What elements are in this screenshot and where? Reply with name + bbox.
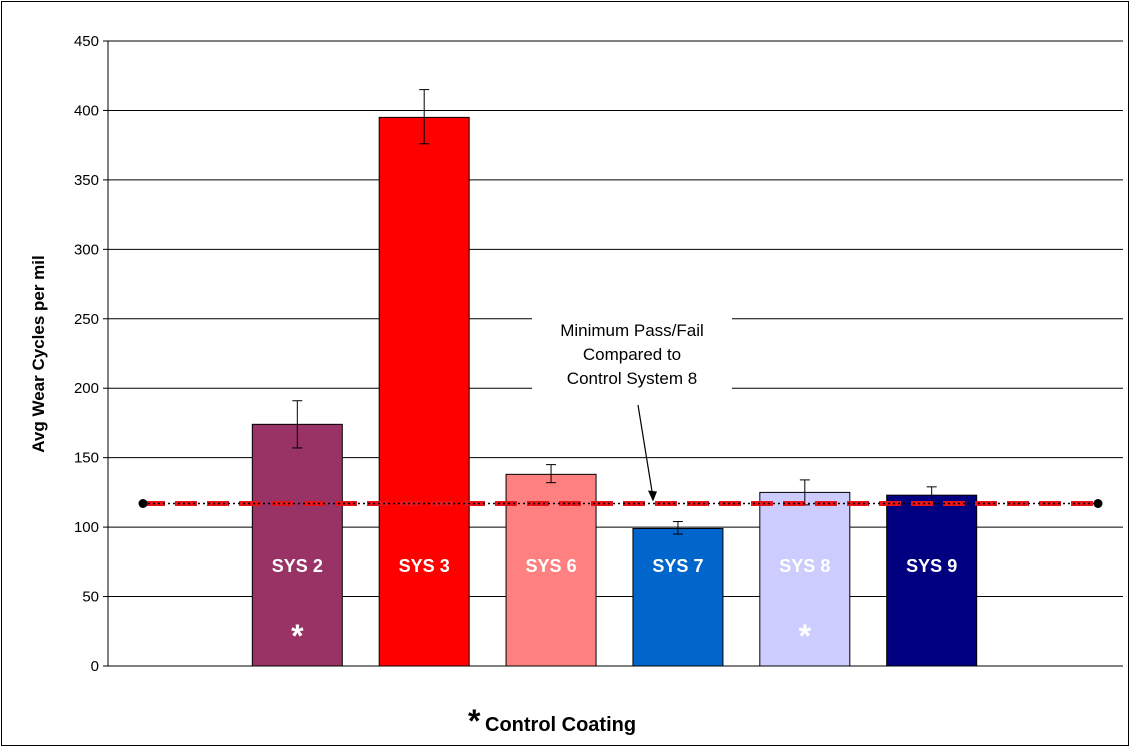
bar-sys7 — [632, 528, 724, 667]
y-axis-label: Avg Wear Cycles per mil — [29, 255, 48, 452]
bar-sys8 — [759, 491, 851, 667]
control-marker-star: * — [799, 618, 812, 654]
bar-sys3 — [378, 116, 470, 667]
bar-sys9 — [886, 494, 978, 667]
y-tick-label: 450 — [74, 33, 99, 50]
y-tick-label: 50 — [82, 589, 99, 606]
y-tick-label: 250 — [74, 311, 99, 328]
pass-fail-threshold — [138, 499, 1103, 508]
y-tick-label: 100 — [74, 519, 99, 536]
bar-sys6 — [505, 473, 597, 667]
footnote: * Control Coating — [468, 703, 636, 739]
control-marker-star: * — [291, 618, 304, 654]
annotation-line: Minimum Pass/Fail — [560, 321, 704, 340]
bars: SYS 2 * SYS 3 SYS 6 SYS 7 SYS 8 * SYS 9 — [251, 89, 978, 667]
annotation-arrowhead — [648, 490, 657, 502]
annotation-arrow — [637, 404, 654, 498]
annotation: Minimum Pass/Fail Compared to Control Syst… — [532, 317, 732, 502]
footnote-star: * — [468, 703, 481, 739]
bar-sys2 — [251, 423, 343, 667]
y-tick-label: 350 — [74, 172, 99, 189]
threshold-endpoint — [138, 499, 148, 508]
y-tick-label: 300 — [74, 241, 99, 258]
bar-label: SYS 2 — [272, 556, 323, 576]
y-axis: 0 50 100 150 200 250 300 350 400 450 — [74, 33, 1123, 675]
y-tick-label: 150 — [74, 450, 99, 467]
y-tick-label: 0 — [91, 658, 99, 675]
bar-label: SYS 3 — [399, 556, 450, 576]
bar-label: SYS 9 — [906, 556, 957, 576]
threshold-endpoint — [1093, 499, 1103, 508]
y-tick-label: 400 — [74, 102, 99, 119]
bar-label: SYS 8 — [779, 556, 830, 576]
y-tick-label: 200 — [74, 380, 99, 397]
annotation-line: Compared to — [583, 345, 681, 364]
bar-label: SYS 6 — [526, 556, 577, 576]
annotation-line: Control System 8 — [567, 369, 697, 388]
bar-label: SYS 7 — [652, 556, 703, 576]
annotation-background — [532, 317, 732, 389]
footnote-text: Control Coating — [485, 714, 636, 736]
